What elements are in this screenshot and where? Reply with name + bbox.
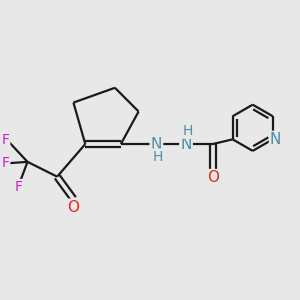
Text: O: O — [68, 200, 80, 215]
Text: F: F — [1, 156, 9, 170]
Text: H: H — [182, 124, 193, 138]
Text: O: O — [207, 170, 219, 185]
Text: H: H — [153, 149, 163, 164]
Text: N: N — [270, 132, 281, 147]
Text: F: F — [1, 133, 9, 147]
Text: N: N — [180, 136, 192, 152]
Text: F: F — [15, 180, 22, 194]
Text: N: N — [151, 136, 162, 152]
